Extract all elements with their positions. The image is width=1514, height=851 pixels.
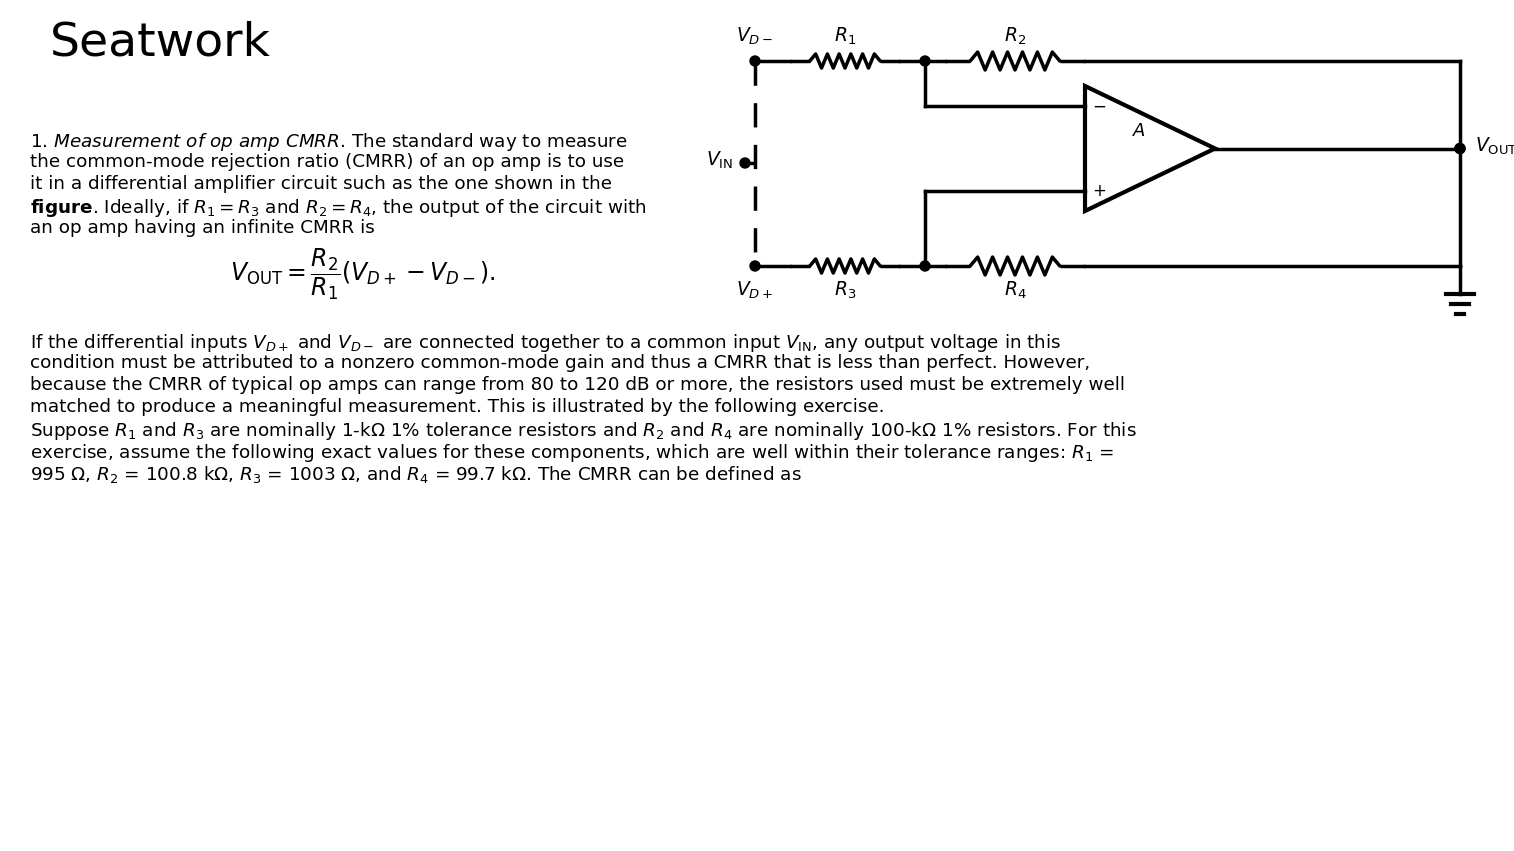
Text: $R_3$: $R_3$: [834, 280, 855, 301]
Text: If the differential inputs $V_{D+}$ and $V_{D-}$ are connected together to a com: If the differential inputs $V_{D+}$ and …: [30, 332, 1061, 354]
Circle shape: [1455, 144, 1466, 153]
Text: Suppose $R_1$ and $R_3$ are nominally 1-k$\Omega$ 1% tolerance resistors and $R_: Suppose $R_1$ and $R_3$ are nominally 1-…: [30, 420, 1137, 442]
Text: it in a differential amplifier circuit such as the one shown in the: it in a differential amplifier circuit s…: [30, 175, 612, 193]
Text: $V_{\mathrm{OUT}} = \dfrac{R_2}{R_1}(V_{D+} - V_{D-}).$: $V_{\mathrm{OUT}} = \dfrac{R_2}{R_1}(V_{…: [230, 246, 495, 302]
Circle shape: [1455, 144, 1466, 153]
Text: because the CMRR of typical op amps can range from 80 to 120 dB or more, the res: because the CMRR of typical op amps can …: [30, 376, 1125, 394]
Text: an op amp having an infinite CMRR is: an op amp having an infinite CMRR is: [30, 219, 375, 237]
Text: $-$: $-$: [1092, 97, 1107, 115]
Text: condition must be attributed to a nonzero common-mode gain and thus a CMRR that : condition must be attributed to a nonzer…: [30, 354, 1090, 372]
Text: Seatwork: Seatwork: [50, 21, 271, 66]
Circle shape: [921, 56, 930, 66]
Text: $R_4$: $R_4$: [1004, 280, 1026, 301]
Text: exercise, assume the following exact values for these components, which are well: exercise, assume the following exact val…: [30, 442, 1114, 464]
Circle shape: [740, 158, 749, 168]
Circle shape: [921, 261, 930, 271]
Text: A: A: [1134, 122, 1146, 140]
Text: 1. $\mathit{Measurement\ of\ op\ amp\ CMRR}$. The standard way to measure: 1. $\mathit{Measurement\ of\ op\ amp\ CM…: [30, 131, 628, 153]
Text: $+$: $+$: [1092, 182, 1107, 200]
Text: $V_{\mathrm{IN}}$: $V_{\mathrm{IN}}$: [706, 149, 733, 171]
Text: 995 $\Omega$, $R_2$ = 100.8 k$\Omega$, $R_3$ = 1003 $\Omega$, and $R_4$ = 99.7 k: 995 $\Omega$, $R_2$ = 100.8 k$\Omega$, $…: [30, 464, 801, 485]
Text: $R_1$: $R_1$: [834, 26, 855, 47]
Text: $\mathbf{figure}$. Ideally, if $R_1 = R_3$ and $R_2 = R_4$, the output of the ci: $\mathbf{figure}$. Ideally, if $R_1 = R_…: [30, 197, 646, 219]
Text: $V_{D+}$: $V_{D+}$: [736, 280, 774, 301]
Circle shape: [749, 56, 760, 66]
Text: matched to produce a meaningful measurement. This is illustrated by the followin: matched to produce a meaningful measurem…: [30, 398, 884, 416]
Circle shape: [749, 261, 760, 271]
Text: the common-mode rejection ratio (CMRR) of an op amp is to use: the common-mode rejection ratio (CMRR) o…: [30, 153, 624, 171]
Text: $V_{\mathrm{OUT}}$: $V_{\mathrm{OUT}}$: [1475, 136, 1514, 157]
Text: $R_2$: $R_2$: [1004, 26, 1026, 47]
Text: $V_{D-}$: $V_{D-}$: [736, 26, 774, 47]
